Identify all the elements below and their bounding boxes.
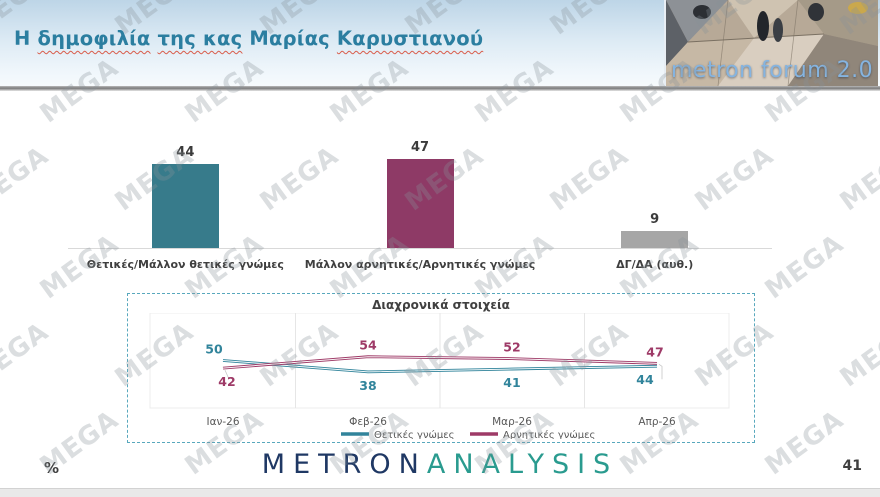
- page-number: 41: [842, 458, 862, 474]
- bar-chart-plot-area: 44 47 9: [68, 118, 772, 249]
- x-axis-label: Ιαν-26: [206, 416, 239, 428]
- title-word: Μαρίας: [242, 27, 337, 50]
- legend-label-positive: Θετικές γνώμες: [374, 429, 455, 439]
- bottom-strip: [0, 488, 880, 497]
- header: Η δημοφιλία της κας Μαρίας Καρυστιανού: [0, 0, 880, 88]
- trend-chart-title: Διαχρονικά στοιχεία: [372, 298, 510, 312]
- point-value-label: 44: [636, 372, 654, 387]
- bar-category-label: Θετικές/Μάλλον θετικές γνώμες: [86, 258, 284, 271]
- mega-watermark: MEGA: [834, 140, 880, 218]
- title-word: Η: [14, 27, 38, 50]
- bar-column: 44: [68, 145, 303, 248]
- opinion-bar-chart: 44 47 9 Θετικές/Μάλλον θετικές γνώμες Μάλλο…: [68, 118, 772, 271]
- mega-watermark: MEGA: [0, 316, 55, 394]
- metron-analysis-logo: METRONANALYSIS: [0, 449, 880, 480]
- bar-value-label: 44: [176, 145, 195, 161]
- trend-line-chart: 50 42 54 38 52 41 47 44 Ιαν-26 Φεβ-26 Μαρ-26 Απρ-26…: [149, 313, 730, 439]
- title-word: Καρυστιανού: [336, 27, 484, 50]
- bar-category-label: Μάλλον αρνητικές/Αρνητικές γνώμες: [304, 258, 536, 271]
- x-axis-label: Μαρ-26: [492, 416, 532, 428]
- title-word: της κας: [157, 27, 243, 50]
- title-word: δημοφιλία: [37, 27, 151, 50]
- header-divider: [0, 86, 880, 91]
- point-value-label: 47: [646, 344, 663, 359]
- point-value-label: 42: [218, 374, 235, 389]
- label-leader-line: [224, 369, 230, 380]
- metron-forum-photo: [666, 0, 878, 86]
- brand-analysis: ANALYSIS: [426, 449, 619, 480]
- bar-category-label: ΔΓ/ΔΑ (αυθ.): [616, 258, 694, 271]
- x-axis-label: Φεβ-26: [349, 416, 387, 428]
- label-leader-line: [658, 364, 663, 380]
- mega-watermark: MEGA: [759, 228, 850, 306]
- line-series-highlight: [222, 360, 658, 373]
- point-value-label: 38: [359, 378, 376, 393]
- bar-column: 9: [537, 212, 772, 248]
- bar: [621, 230, 689, 248]
- page-title: Η δημοφιλία της κας Μαρίας Καρυστιανού: [14, 27, 483, 50]
- bar-chart-category-labels: Θετικές/Μάλλον θετικές γνώμες Μάλλον αρνη…: [68, 258, 772, 271]
- trend-chart-panel: Διαχρονικά στοιχεία 50 42 54 38 52 41 47 44 Ιαν-…: [127, 293, 755, 443]
- brand-metron: METRON: [261, 449, 427, 480]
- point-value-label: 52: [503, 340, 520, 355]
- metron-forum-wordmark: metron forum 2.0: [671, 58, 874, 83]
- line-series-highlight: [222, 356, 658, 369]
- metron-forum-logo: metron forum 2.0: [664, 0, 880, 86]
- bar: [386, 158, 454, 248]
- point-value-label: 54: [359, 338, 377, 353]
- x-axis-label: Απρ-26: [638, 416, 676, 428]
- bar-value-label: 47: [410, 139, 430, 155]
- units-percent-label: %: [44, 459, 60, 477]
- legend-label-negative: Αρνητικές γνώμες: [503, 429, 595, 439]
- point-value-label: 41: [503, 375, 520, 390]
- mega-watermark: MEGA: [834, 316, 880, 394]
- mega-watermark: MEGA: [0, 140, 55, 218]
- bar-value-label: 9: [650, 211, 660, 227]
- bar-column: 47: [303, 140, 538, 248]
- point-value-label: 50: [205, 342, 223, 357]
- bar: [151, 164, 219, 248]
- title-word: [151, 27, 158, 50]
